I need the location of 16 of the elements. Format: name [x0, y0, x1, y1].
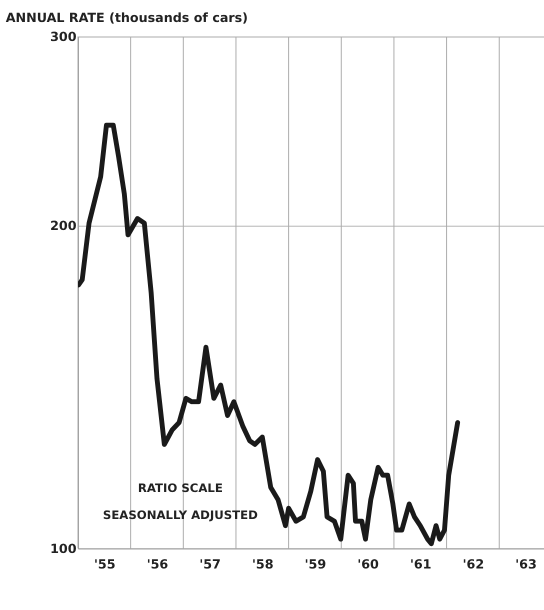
x-tick-label: '57	[199, 556, 221, 572]
x-tick-label: '60	[357, 556, 380, 572]
y-tick-label: 100	[50, 540, 77, 556]
x-tick-label: '63	[515, 556, 537, 572]
annotation: RATIO SCALE	[138, 480, 223, 495]
annotation: SEASONALLY ADJUSTED	[102, 508, 258, 522]
x-tick-label: '55	[94, 556, 116, 572]
x-tick-label: '56	[146, 556, 168, 572]
x-tick-label: '58	[252, 556, 274, 572]
x-tick-label: '59	[304, 556, 326, 572]
chart-title: ANNUAL RATE (thousands of cars)	[6, 10, 248, 25]
x-tick-label: '61	[410, 556, 432, 572]
y-tick-label: 200	[50, 218, 77, 233]
line-series	[78, 122, 460, 546]
x-tick-label: '62	[462, 556, 484, 572]
y-tick-label: 300	[50, 28, 77, 44]
